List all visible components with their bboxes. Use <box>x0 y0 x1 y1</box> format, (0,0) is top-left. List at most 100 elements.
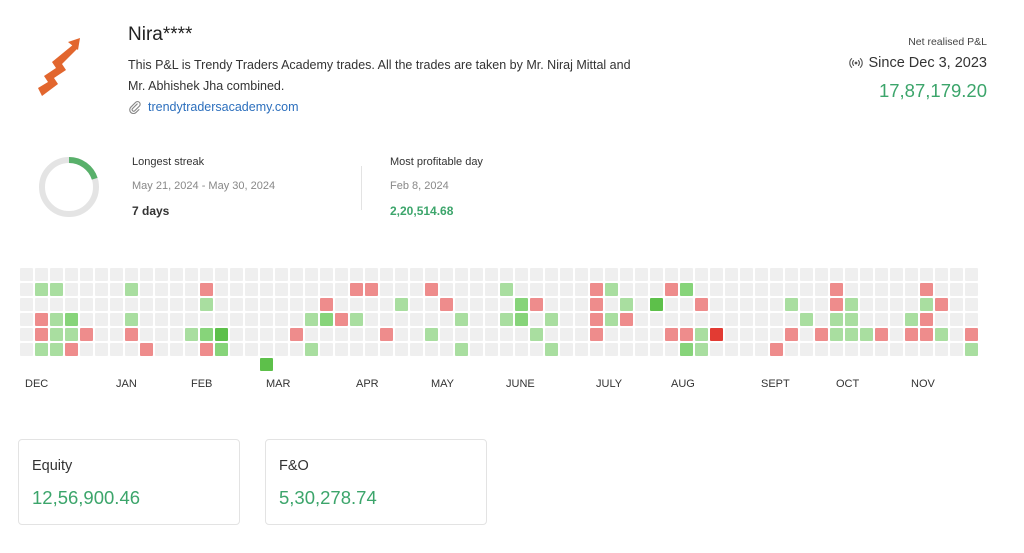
day-cell[interactable] <box>680 283 693 296</box>
day-cell[interactable] <box>200 283 213 296</box>
day-cell[interactable] <box>470 298 483 311</box>
day-cell[interactable] <box>440 298 453 311</box>
day-cell[interactable] <box>125 343 138 356</box>
day-cell[interactable] <box>320 313 333 326</box>
day-cell[interactable] <box>275 283 288 296</box>
day-cell[interactable] <box>350 298 363 311</box>
day-cell[interactable] <box>830 283 843 296</box>
day-cell[interactable] <box>380 328 393 341</box>
day-cell[interactable] <box>80 313 93 326</box>
day-cell[interactable] <box>620 328 633 341</box>
day-cell[interactable] <box>785 328 798 341</box>
day-cell[interactable] <box>515 268 528 281</box>
day-cell[interactable] <box>485 283 498 296</box>
day-cell[interactable] <box>530 313 543 326</box>
day-cell[interactable] <box>35 283 48 296</box>
day-cell[interactable] <box>845 268 858 281</box>
day-cell[interactable] <box>605 283 618 296</box>
day-cell[interactable] <box>35 313 48 326</box>
day-cell[interactable] <box>695 268 708 281</box>
day-cell[interactable] <box>65 313 78 326</box>
day-cell[interactable] <box>80 343 93 356</box>
day-cell[interactable] <box>395 283 408 296</box>
day-cell[interactable] <box>665 298 678 311</box>
day-cell[interactable] <box>305 268 318 281</box>
day-cell[interactable] <box>740 283 753 296</box>
day-cell[interactable] <box>425 328 438 341</box>
day-cell[interactable] <box>440 283 453 296</box>
day-cell[interactable] <box>530 328 543 341</box>
day-cell[interactable] <box>65 343 78 356</box>
day-cell[interactable] <box>245 343 258 356</box>
day-cell[interactable] <box>185 298 198 311</box>
day-cell[interactable] <box>875 268 888 281</box>
day-cell[interactable] <box>560 268 573 281</box>
day-cell[interactable] <box>695 313 708 326</box>
day-cell[interactable] <box>170 268 183 281</box>
day-cell[interactable] <box>260 343 273 356</box>
day-cell[interactable] <box>275 313 288 326</box>
day-cell[interactable] <box>260 283 273 296</box>
day-cell[interactable] <box>515 328 528 341</box>
day-cell[interactable] <box>140 283 153 296</box>
day-cell[interactable] <box>395 313 408 326</box>
day-cell[interactable] <box>725 283 738 296</box>
day-cell[interactable] <box>275 298 288 311</box>
day-cell[interactable] <box>35 268 48 281</box>
day-cell[interactable] <box>755 283 768 296</box>
day-cell[interactable] <box>65 283 78 296</box>
day-cell[interactable] <box>35 328 48 341</box>
day-cell[interactable] <box>890 328 903 341</box>
day-cell[interactable] <box>380 313 393 326</box>
day-cell[interactable] <box>845 313 858 326</box>
day-cell[interactable] <box>695 343 708 356</box>
day-cell[interactable] <box>470 268 483 281</box>
day-cell[interactable] <box>785 343 798 356</box>
day-cell[interactable] <box>500 328 513 341</box>
day-cell[interactable] <box>515 298 528 311</box>
day-cell[interactable] <box>50 268 63 281</box>
day-cell[interactable] <box>905 343 918 356</box>
day-cell[interactable] <box>95 343 108 356</box>
day-cell[interactable] <box>815 283 828 296</box>
day-cell[interactable] <box>350 268 363 281</box>
day-cell[interactable] <box>530 283 543 296</box>
day-cell[interactable] <box>170 298 183 311</box>
day-cell[interactable] <box>155 328 168 341</box>
day-cell[interactable] <box>860 313 873 326</box>
day-cell[interactable] <box>80 298 93 311</box>
day-cell[interactable] <box>470 313 483 326</box>
day-cell[interactable] <box>305 313 318 326</box>
day-cell[interactable] <box>725 298 738 311</box>
day-cell[interactable] <box>380 343 393 356</box>
day-cell[interactable] <box>380 268 393 281</box>
day-cell[interactable] <box>215 343 228 356</box>
day-cell[interactable] <box>605 268 618 281</box>
day-cell[interactable] <box>230 298 243 311</box>
day-cell[interactable] <box>635 283 648 296</box>
day-cell[interactable] <box>410 268 423 281</box>
day-cell[interactable] <box>515 313 528 326</box>
day-cell[interactable] <box>440 268 453 281</box>
day-cell[interactable] <box>860 268 873 281</box>
day-cell[interactable] <box>740 313 753 326</box>
day-cell[interactable] <box>950 268 963 281</box>
website-link[interactable]: trendytradersacademy.com <box>128 100 299 114</box>
day-cell[interactable] <box>860 298 873 311</box>
day-cell[interactable] <box>185 343 198 356</box>
day-cell[interactable] <box>725 268 738 281</box>
day-cell[interactable] <box>875 283 888 296</box>
day-cell[interactable] <box>755 298 768 311</box>
day-cell[interactable] <box>215 283 228 296</box>
day-cell[interactable] <box>425 298 438 311</box>
day-cell[interactable] <box>890 298 903 311</box>
day-cell[interactable] <box>605 313 618 326</box>
day-cell[interactable] <box>335 283 348 296</box>
day-cell[interactable] <box>245 328 258 341</box>
day-cell[interactable] <box>575 268 588 281</box>
day-cell[interactable] <box>965 268 978 281</box>
day-cell[interactable] <box>260 298 273 311</box>
day-cell[interactable] <box>65 298 78 311</box>
day-cell[interactable] <box>155 313 168 326</box>
day-cell[interactable] <box>350 283 363 296</box>
